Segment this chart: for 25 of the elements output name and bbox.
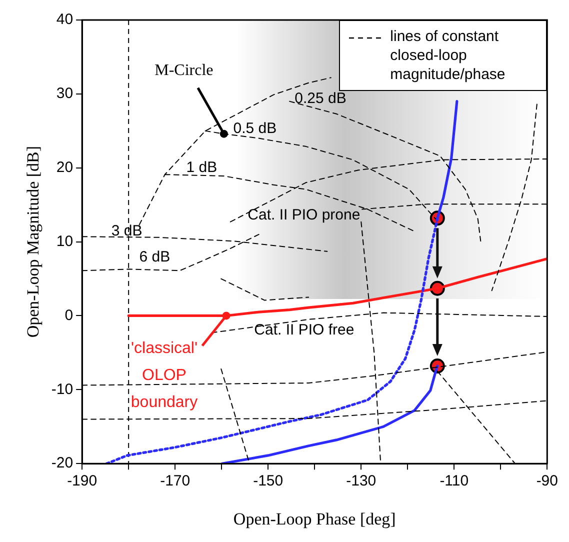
annotation: M-Circle [154, 62, 214, 80]
annotation: 0.5 dB [233, 120, 277, 137]
annotation: Cat. II PIO free [254, 322, 354, 339]
annotation: Cat. II PIO prone [248, 206, 360, 224]
x-tick-label: -90 [536, 472, 558, 490]
y-tick-label: 30 [56, 85, 74, 102]
y-tick-label: 20 [56, 159, 74, 176]
annotation: 6 dB [139, 248, 170, 266]
annotation: 1 dB [186, 158, 218, 176]
y-axis-title: Open-Loop Magnitude [dB] [24, 146, 43, 338]
x-tick-label: -150 [253, 472, 284, 490]
x-tick-label: -110 [440, 472, 469, 490]
x-axis-title: Open-Loop Phase [deg] [233, 509, 396, 528]
y-tick-label: 40 [56, 11, 74, 28]
annotation: 0.25 dB [294, 90, 346, 108]
y-tick-label: -10 [51, 380, 74, 398]
x-tick-label: -130 [346, 472, 376, 490]
x-tick-label: -170 [160, 472, 190, 490]
y-tick-label: 10 [56, 232, 74, 250]
annotation: 'classical' OLOP boundary [130, 340, 198, 412]
x-tick-label: -190 [67, 472, 98, 490]
annotation: 3 dB [111, 222, 142, 240]
y-tick-label: -20 [51, 454, 74, 472]
legend-label: lines of constant closed-loop magnitude/phase [390, 27, 506, 84]
y-tick-label: 0 [64, 306, 74, 324]
